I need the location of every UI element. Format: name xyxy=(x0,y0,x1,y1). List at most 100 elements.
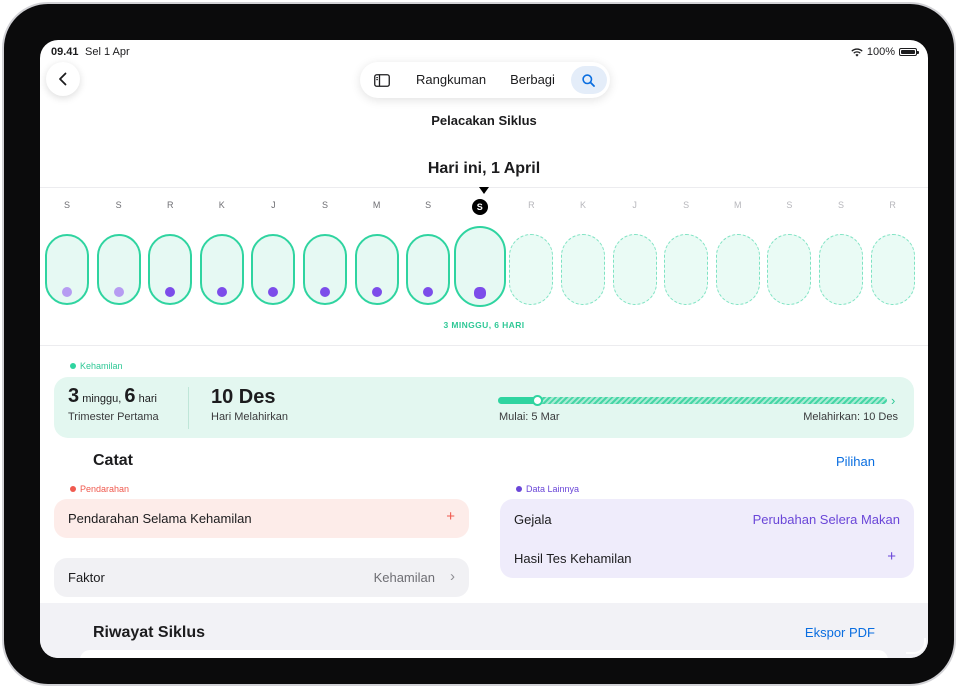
other-data-card: Gejala Perubahan Selera Makan Hasil Tes … xyxy=(500,499,914,578)
day-letter: S xyxy=(63,200,70,210)
day-letter: S xyxy=(786,200,793,210)
pregnancy-progress-knob xyxy=(531,395,543,406)
log-dot-icon xyxy=(165,287,176,297)
log-dot-icon xyxy=(423,287,434,297)
day-letter: R xyxy=(166,200,174,210)
cycle-history-card xyxy=(80,650,888,658)
day-pill[interactable] xyxy=(406,234,451,305)
day-pill[interactable] xyxy=(354,234,399,305)
due-date: 10 Des xyxy=(211,386,276,408)
day-letter: M xyxy=(372,200,381,210)
day-pill[interactable] xyxy=(870,234,915,305)
day-pill[interactable] xyxy=(45,234,89,305)
day-letter: S xyxy=(425,200,432,210)
pregnancy-card[interactable]: 3 minggu, 6 hari Trimester Pertama 10 De… xyxy=(54,377,914,438)
day-letter: M xyxy=(734,200,742,210)
export-pdf-link[interactable]: Ekspor PDF xyxy=(804,625,875,640)
today-marker-icon xyxy=(479,187,489,194)
day-pill[interactable] xyxy=(509,234,554,305)
bleeding-tag: Pendarahan xyxy=(70,484,129,494)
pregnancy-days: 6 xyxy=(124,385,136,407)
pregnancy-progress-fill xyxy=(498,397,537,404)
day-pill[interactable] xyxy=(199,234,244,305)
log-options-link[interactable]: Pilihan xyxy=(835,454,875,469)
pregnancy-start-label: Mulai: 5 Mar xyxy=(499,411,560,423)
pregnancy-days-unit: hari xyxy=(138,393,157,405)
status-date: Sel 1 Apr xyxy=(85,46,130,58)
day-pill[interactable] xyxy=(612,234,657,305)
day-pill[interactable] xyxy=(664,234,709,305)
other-data-tag: Data Lainnya xyxy=(516,484,579,494)
day-letter: J xyxy=(632,200,637,210)
day-pill[interactable] xyxy=(148,234,193,305)
trimester-label: Trimester Pertama xyxy=(68,411,159,423)
day-pill-today[interactable] xyxy=(453,226,506,307)
pregnancy-dot-icon xyxy=(70,363,76,369)
day-pill[interactable] xyxy=(819,234,863,305)
day-pill[interactable] xyxy=(767,234,812,305)
cycle-history-section: Riwayat Siklus Ekspor PDF xyxy=(40,603,928,658)
day-letter: J xyxy=(271,200,276,210)
pregnancy-tag: Kehamilan xyxy=(70,361,123,371)
status-indicators: 100% xyxy=(851,46,919,58)
symptoms-value[interactable]: Perubahan Selera Makan xyxy=(752,512,900,527)
sidebar-toggle-button[interactable] xyxy=(360,62,404,98)
status-time: 09.41 xyxy=(51,46,79,58)
log-dot-icon xyxy=(320,287,330,297)
wifi-icon xyxy=(851,47,863,57)
day-letter: S xyxy=(115,200,122,210)
symptoms-label[interactable]: Gejala xyxy=(514,512,552,527)
chevron-right-icon: › xyxy=(891,393,896,408)
day-letter: S xyxy=(321,200,328,210)
factor-label: Faktor xyxy=(68,570,105,585)
pregnancy-duration-label: 3 MINGGU, 6 HARI xyxy=(443,320,525,330)
app-screen: 09.41 Sel 1 Apr 100% xyxy=(40,40,928,658)
search-button[interactable] xyxy=(570,66,607,94)
chevron-right-icon: › xyxy=(450,568,455,585)
page-title: Pelacakan Siklus xyxy=(431,113,537,128)
day-letter: S xyxy=(683,200,690,210)
due-date-label: Hari Melahirkan xyxy=(211,411,289,423)
day-letter: K xyxy=(218,200,225,210)
pregnancy-end-label: Melahirkan: 10 Des xyxy=(803,411,898,423)
status-bar: 09.41 Sel 1 Apr 100% xyxy=(40,40,928,62)
search-icon xyxy=(582,73,596,87)
log-dot-icon xyxy=(113,287,124,297)
pregnancy-weeks: 3 xyxy=(68,385,80,407)
log-dot-icon xyxy=(473,287,486,299)
day-pill[interactable] xyxy=(561,234,605,305)
log-dot-icon xyxy=(371,287,382,297)
sidebar-icon xyxy=(374,73,390,87)
pregnancy-age: 3 minggu, 6 hari xyxy=(68,385,157,408)
day-pill[interactable] xyxy=(251,234,296,305)
chevron-left-icon xyxy=(59,72,67,86)
corner-indicator xyxy=(906,638,926,654)
add-test-icon[interactable]: + xyxy=(887,548,896,565)
add-bleeding-icon[interactable]: + xyxy=(446,508,455,525)
log-dot-icon xyxy=(268,287,279,297)
pregnancy-card-divider xyxy=(188,387,189,429)
back-button[interactable] xyxy=(46,62,80,96)
pregnancy-weeks-unit: minggu, xyxy=(82,393,122,405)
pregnancy-tag-label: Kehamilan xyxy=(80,361,123,371)
battery-icon xyxy=(899,48,919,56)
day-pill[interactable] xyxy=(96,234,141,305)
tab-share[interactable]: Berbagi xyxy=(510,72,555,87)
bleeding-row[interactable]: Pendarahan Selama Kehamilan + xyxy=(54,499,469,538)
day-pill[interactable] xyxy=(715,234,760,305)
log-dot-icon xyxy=(216,287,227,297)
calendar-divider xyxy=(40,345,928,346)
factor-row[interactable]: Faktor Kehamilan › xyxy=(54,558,469,597)
day-letter: S xyxy=(837,200,844,210)
bleeding-row-label: Pendarahan Selama Kehamilan xyxy=(68,511,252,526)
tab-summary[interactable]: Rangkuman xyxy=(416,72,487,87)
day-letter: R xyxy=(528,200,535,210)
factor-value: Kehamilan xyxy=(373,570,435,585)
battery-percent: 100% xyxy=(866,46,895,58)
day-pill[interactable] xyxy=(303,234,347,305)
other-data-tag-label: Data Lainnya xyxy=(526,484,580,494)
bleeding-dot-icon xyxy=(70,486,76,492)
top-toolbar: Rangkuman Berbagi xyxy=(360,62,610,98)
pregnancy-test-label[interactable]: Hasil Tes Kehamilan xyxy=(514,551,632,566)
